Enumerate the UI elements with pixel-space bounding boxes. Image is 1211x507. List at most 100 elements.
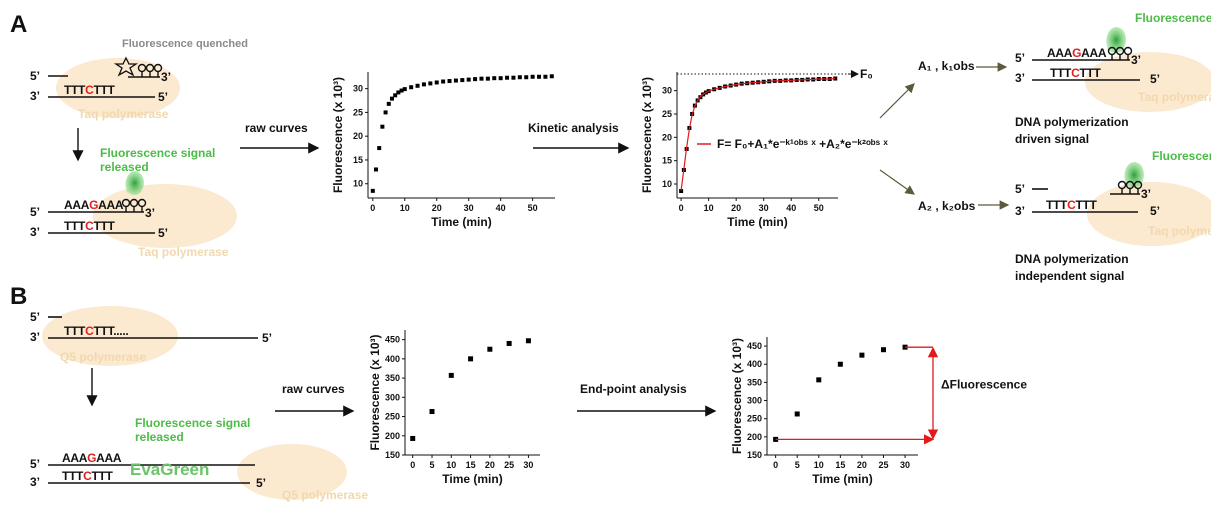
signal-label: DNA polymerization (1015, 252, 1129, 266)
strand-end: 3’ (30, 330, 40, 344)
x-tick-label: 30 (523, 460, 533, 470)
f0-label: F₀ (860, 67, 873, 81)
x-axis-label: Time (min) (727, 215, 787, 229)
arrow-label: End-point analysis (580, 382, 687, 396)
y-tick-label: 30 (662, 86, 672, 96)
bases: C (85, 83, 94, 97)
bases: TTT (1075, 198, 1097, 212)
x-tick-label: 20 (485, 460, 495, 470)
data-point (386, 101, 391, 106)
bases: TTT (64, 324, 86, 338)
data-point (389, 96, 394, 101)
x-tick-label: 40 (496, 203, 506, 213)
strand-end: 3’ (1015, 71, 1025, 85)
strand-end: 5’ (1150, 204, 1160, 218)
hairpin (137, 63, 163, 77)
x-tick-label: 0 (410, 460, 415, 470)
bases: AAA (64, 198, 90, 212)
data-point (448, 372, 454, 378)
data-point (794, 411, 800, 417)
caption: Fluorescence (1135, 11, 1211, 25)
bases: TTT (1079, 66, 1101, 80)
x-tick-label: 15 (466, 460, 476, 470)
caption: Fluorescence (1152, 149, 1211, 163)
data-point (679, 189, 684, 193)
data-point (409, 85, 414, 90)
data-point (498, 76, 503, 81)
enzyme-shape (237, 444, 347, 500)
enzyme-shape (1087, 182, 1211, 246)
x-tick-label: 5 (429, 460, 434, 470)
fluorophore (125, 171, 144, 195)
sequence: AAAGAAA (62, 451, 122, 465)
sequence: TTTCTTT..... (64, 324, 128, 338)
y-tick-label: 25 (662, 109, 672, 119)
bases: TTT (1050, 66, 1072, 80)
enzyme-label: Taq polymerase (1148, 224, 1211, 238)
data-point (485, 76, 490, 81)
bases: C (1071, 66, 1080, 80)
enzyme-label: Taq polymerase (78, 107, 169, 121)
strand-end: 3’ (1015, 204, 1025, 218)
x-tick-label: 40 (786, 203, 796, 213)
bases: G (89, 198, 98, 212)
data-point (473, 77, 478, 82)
data-point (393, 93, 398, 98)
sequence: TTTCTTT (64, 83, 116, 97)
hairpin (1110, 180, 1143, 195)
bases: TTT (64, 83, 86, 97)
y-axis-label: Fluorescence (x 10³) (640, 77, 654, 193)
bases: AAA (62, 451, 88, 465)
data-point (429, 409, 435, 415)
y-axis-label: Fluorescence (x 10³) (368, 334, 382, 450)
data-point (816, 377, 822, 383)
enzyme-label: Taq polymerase (1138, 90, 1211, 104)
data-point (479, 76, 484, 81)
x-axis-label: Time (min) (812, 472, 872, 486)
data-point (537, 74, 542, 79)
bases: TTT (93, 324, 115, 338)
strand-end: 3’ (161, 70, 171, 84)
bases: TTT (91, 469, 113, 483)
bases: AAA (96, 451, 122, 465)
fit-line (680, 77, 836, 191)
y-axis-label: Fluorescence (x 10³) (331, 77, 345, 193)
data-point (505, 75, 510, 80)
sequence: AAAGAAA (1047, 46, 1107, 60)
data-point (428, 81, 433, 86)
y-axis-label: Fluorescence (x 10³) (730, 338, 744, 454)
x-tick-label: 20 (432, 203, 442, 213)
bases: C (83, 469, 92, 483)
data-point (487, 346, 493, 352)
arrow-label: raw curves (245, 121, 308, 135)
enzyme-label: Q5 polymerase (60, 350, 146, 364)
x-tick-label: 0 (773, 460, 778, 470)
bases: C (85, 324, 94, 338)
arrow (879, 169, 915, 195)
bases: TTT (62, 469, 84, 483)
data-point (370, 188, 375, 193)
data-point (530, 74, 535, 79)
caption: Fluorescence signal (135, 416, 250, 430)
y-tick-label: 200 (747, 432, 762, 442)
data-point (380, 124, 385, 129)
sequence: TTTCTTT (64, 219, 116, 233)
x-axis-label: Time (min) (442, 472, 502, 486)
x-axis-label: Time (min) (431, 215, 491, 229)
data-point (377, 146, 382, 151)
strand-end: 5’ (1015, 182, 1025, 196)
panel-label: B (10, 283, 27, 310)
signal-label: driven signal (1015, 132, 1089, 146)
strand-end: 3’ (30, 475, 40, 489)
y-tick-label: 250 (385, 412, 400, 422)
y-tick-label: 250 (747, 414, 762, 424)
data-point (492, 76, 497, 81)
data-point (837, 361, 843, 367)
enzyme-shape (1085, 52, 1211, 112)
sequence: TTTCTTT (62, 469, 114, 483)
y-tick-label: 20 (353, 131, 363, 141)
hairpin (1107, 46, 1133, 61)
strand-end: 5’ (30, 205, 40, 219)
data-point (880, 347, 886, 353)
